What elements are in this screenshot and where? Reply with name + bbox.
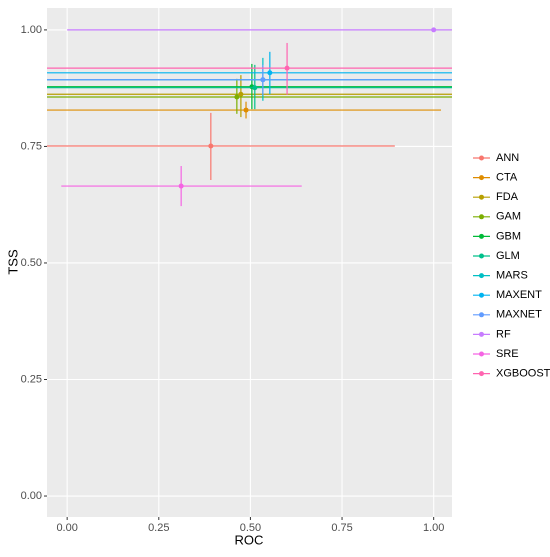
legend-key-point bbox=[479, 351, 484, 357]
x-tick-label: 0.50 bbox=[240, 522, 261, 534]
legend-label: XGBOOST bbox=[496, 368, 550, 380]
legend-key-point bbox=[479, 214, 484, 220]
point bbox=[234, 94, 240, 100]
point bbox=[178, 183, 184, 189]
legend-label: RF bbox=[496, 328, 511, 340]
point bbox=[267, 70, 273, 76]
x-tick-label: 0.25 bbox=[148, 522, 169, 534]
legend-label: MAXNET bbox=[496, 309, 542, 321]
legend-key-point bbox=[479, 331, 484, 337]
y-tick-label: 0.75 bbox=[21, 140, 42, 152]
point bbox=[431, 27, 437, 33]
legend-label: MARS bbox=[496, 270, 528, 282]
point bbox=[238, 91, 244, 97]
legend-label: MAXENT bbox=[496, 289, 542, 301]
legend-key-point bbox=[479, 273, 484, 279]
point bbox=[260, 77, 266, 83]
legend-label: GLM bbox=[496, 250, 520, 262]
y-tick-label: 0.25 bbox=[21, 373, 42, 385]
x-tick-label: 1.00 bbox=[423, 522, 444, 534]
legend-label: SRE bbox=[496, 348, 519, 360]
legend-key-point bbox=[479, 371, 484, 377]
y-tick-label: 0.50 bbox=[21, 257, 42, 269]
legend-key-point bbox=[479, 155, 484, 161]
point bbox=[243, 107, 249, 113]
x-axis-label: ROC bbox=[235, 532, 264, 547]
y-axis-label: TSS bbox=[5, 249, 20, 275]
y-tick-label: 1.00 bbox=[21, 24, 42, 36]
legend-key-point bbox=[479, 253, 484, 259]
x-tick-label: 0.00 bbox=[56, 522, 77, 534]
legend-key-point bbox=[479, 194, 484, 200]
legend-label: GAM bbox=[496, 211, 521, 223]
y-tick-label: 0.00 bbox=[21, 490, 42, 502]
point bbox=[252, 85, 258, 91]
legend-label: CTA bbox=[496, 172, 518, 184]
x-tick-label: 0.75 bbox=[331, 522, 352, 534]
legend-key-point bbox=[479, 292, 484, 298]
legend-key-point bbox=[479, 233, 484, 239]
point bbox=[208, 143, 214, 149]
legend-key-point bbox=[479, 312, 484, 318]
legend-label: ANN bbox=[496, 152, 519, 164]
legend-label: FDA bbox=[496, 191, 519, 203]
legend-key-point bbox=[479, 175, 484, 181]
legend-label: GBM bbox=[496, 230, 521, 242]
point bbox=[284, 65, 290, 71]
